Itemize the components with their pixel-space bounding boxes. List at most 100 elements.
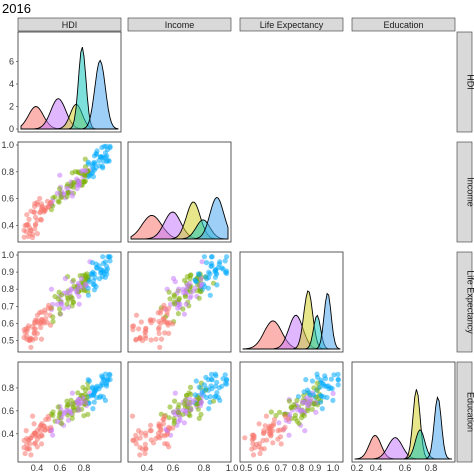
y-tick-label: 1.0 [1,140,14,150]
scatter-point [185,284,191,290]
scatter-point [64,194,70,200]
scatter-point [198,276,204,282]
scatter-point [309,378,315,384]
scatter-point [335,382,341,388]
scatter-point [294,407,300,413]
scatter-point [172,301,178,307]
scatter-point [172,398,178,404]
scatter-point [242,435,248,441]
scatter-point [48,286,55,292]
scatter-point [271,416,277,423]
scatter-point [292,415,298,421]
scatter-point [57,186,63,192]
scatter-point [133,336,139,342]
scatter-point [76,293,82,299]
scatter-point [196,384,202,390]
scatter-point [198,399,205,405]
scatter-point [32,222,39,228]
scatter-point [32,214,39,220]
scatter-point [26,216,32,222]
scatter-point [143,328,149,334]
scatter-point [209,254,215,260]
scatter-point [291,402,297,408]
panel-grid: HDI Income Life Expectancy Education HDI Inco… [1,17,474,473]
scatter-point [210,398,217,404]
scatter-point [156,330,162,336]
scatter-point [41,423,47,429]
scatter-point [32,430,38,436]
scatter-point [148,428,154,434]
scatter-point [32,200,38,207]
scatter-point [100,382,106,388]
scatter-point [32,226,38,232]
scatter-point [335,371,341,377]
scatter-point [50,314,56,320]
scatter-point [213,270,219,276]
scatter-point [70,299,76,305]
scatter-point [24,333,30,339]
scatter-point [207,394,213,400]
scatter-point [38,336,45,342]
scatter-point [313,409,319,415]
scatter-point [59,420,65,427]
scatter-point [143,446,149,452]
scatter-point [131,323,137,329]
scatter-point [212,371,218,377]
scatter-point [44,198,51,204]
top-strip [17,17,122,32]
scatter-point [129,413,136,419]
scatter-point [70,277,76,283]
scatter-point [143,430,149,436]
scatter-point [285,416,291,422]
scatter-point [156,318,162,325]
scatter-point [138,430,144,436]
scatter-point [155,434,161,440]
scatter-point [131,437,137,443]
scatter-point [93,165,99,171]
scatter-point [76,178,82,184]
scatter-point [167,404,173,410]
scatter-point [166,330,172,336]
scatter-point [201,382,207,388]
scatter-point [90,406,96,412]
scatter-point [24,222,30,228]
scatter-point [89,271,96,277]
scatter-point [166,289,172,295]
scatter-point [203,274,209,280]
y-tick-label: 0 [9,124,14,134]
right-strip [456,361,473,463]
scatter-point [142,441,148,447]
y-tick-label: 4 [9,79,14,89]
scatter-point [100,254,106,260]
scatter-point [216,261,222,267]
x-tick-label: 0.8 [292,463,305,473]
scatter-point [181,420,187,426]
scatter-point [148,422,154,428]
right-strip [456,31,473,133]
scatter-point [32,319,38,325]
scatter-point [249,437,255,443]
scatter-point [278,441,284,447]
x-tick-label: 0.6 [257,463,270,473]
x-tick-label: 0.6 [54,463,67,473]
scatter-point [314,380,320,386]
right-strip-label: Income [466,177,474,207]
right-strip [456,251,473,353]
top-strip [351,17,456,32]
scatter-point [85,292,91,298]
scatter-point [164,441,170,447]
scatter-point [55,404,61,410]
scatter-point [101,143,107,149]
scatter-point [328,385,334,391]
scatter-point [250,432,256,438]
y-tick-label: 0.8 [1,383,14,393]
scatter-point [100,158,106,164]
scatter-point [328,376,334,382]
y-tick-label: 0.9 [1,267,14,277]
scatter-point [61,305,67,311]
density-curve-g5 [21,59,119,130]
y-tick-label: 0.7 [1,301,14,311]
scatter-point [330,397,336,403]
scatter-point [75,390,81,396]
